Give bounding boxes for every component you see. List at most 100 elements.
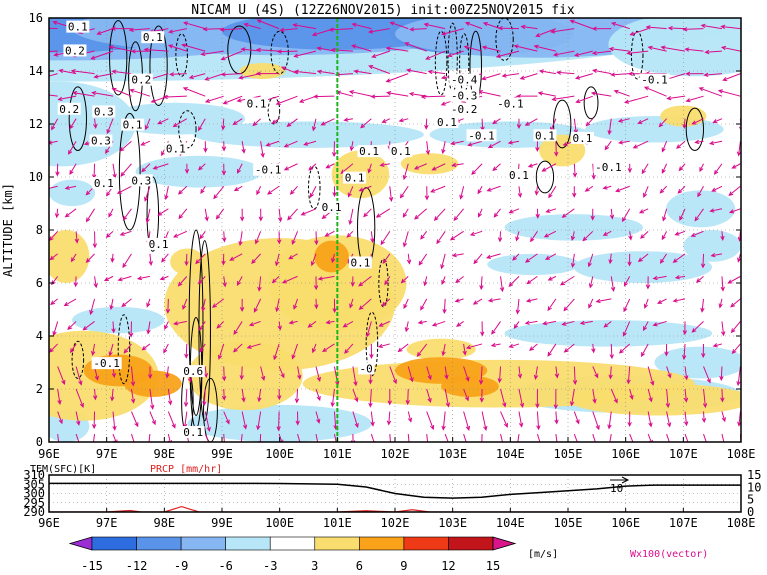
- wind-vector: [709, 208, 723, 213]
- contour-line: [203, 377, 218, 442]
- contour-label: 0.1: [509, 169, 529, 182]
- wind-vector: [481, 434, 483, 442]
- wind-vector: [202, 388, 207, 407]
- wind-vector: [240, 47, 261, 52]
- wind-vector: [685, 95, 704, 103]
- wind-vector: [57, 366, 66, 386]
- wind-vector: [420, 298, 428, 311]
- wind-vector: [213, 185, 225, 200]
- wind-vector: [197, 276, 206, 285]
- contour-line: [109, 20, 128, 96]
- wind-vector: [719, 366, 724, 382]
- wind-vector: [431, 320, 446, 327]
- wind-vector: [497, 366, 502, 384]
- wind-vector: [256, 19, 280, 30]
- wind-vector: [146, 298, 151, 308]
- wind-vector: [69, 343, 77, 354]
- contour-label: 0.6: [183, 365, 203, 378]
- colorbar-tick-label: -6: [218, 559, 232, 573]
- x-tick-label: 97E: [96, 447, 118, 461]
- contour-label: 0.1: [322, 201, 342, 214]
- wind-vector: [516, 93, 538, 99]
- wind-vector: [162, 94, 187, 100]
- wind-vector: [91, 343, 96, 357]
- wind-vector: [591, 26, 612, 31]
- shading-blob: [49, 230, 90, 283]
- contour-label-bg: [358, 362, 375, 375]
- contour-label-bg: [141, 31, 165, 44]
- wind-vector: [579, 320, 593, 326]
- surface-arrow-icon: [610, 476, 630, 484]
- contour-label: -0.1: [93, 357, 120, 370]
- contour-line: [118, 112, 141, 231]
- surface-x-tick-label: 105E: [554, 516, 583, 530]
- contour-label-bg: [348, 256, 372, 269]
- contour-label-bg: [57, 102, 81, 115]
- wind-vector: [721, 321, 726, 337]
- wind-vector: [487, 140, 501, 149]
- wind-vector: [695, 275, 704, 283]
- wind-vector: [720, 231, 725, 241]
- wind-vector: [352, 366, 358, 387]
- contour-label: -0.3: [451, 90, 478, 103]
- contour-label-bg: [92, 176, 116, 189]
- wind-vector: [49, 185, 58, 189]
- wind-vector: [544, 253, 557, 260]
- wind-vector: [661, 141, 668, 153]
- wind-vector: [308, 163, 317, 171]
- wind-vector: [91, 90, 114, 97]
- wind-vector: [144, 118, 151, 131]
- wind-vector: [444, 433, 449, 442]
- wind-vector: [683, 411, 689, 427]
- wind-vector: [233, 321, 243, 335]
- wind-vector: [501, 73, 520, 78]
- wind-vector: [331, 253, 336, 264]
- wind-vector: [219, 27, 243, 32]
- wind-vector: [344, 343, 354, 354]
- wind-vector: [584, 185, 594, 192]
- wind-vector: [665, 388, 671, 409]
- wind-vector: [626, 50, 649, 56]
- wind-vector: [353, 69, 372, 75]
- wind-vector: [423, 276, 428, 287]
- wind-vector: [559, 275, 575, 286]
- wind-vector: [517, 186, 523, 199]
- wind-vector: [587, 253, 594, 268]
- wind-vector: [621, 208, 631, 223]
- colorbar-min-arrow: [68, 536, 93, 551]
- right-axis-label: PRCP [mm/hr]: [150, 464, 222, 475]
- wind-vector: [643, 86, 667, 97]
- wind-vector: [640, 343, 649, 358]
- wind-vector: [221, 366, 227, 382]
- wind-vector: [204, 208, 209, 222]
- wind-vector: [423, 22, 446, 30]
- wind-vector: [169, 72, 187, 77]
- wind-vector: [543, 230, 557, 238]
- wind-vector: [311, 118, 317, 132]
- wind-vector: [683, 388, 689, 403]
- contour-label-bg: [89, 134, 113, 147]
- wind-vector: [255, 71, 280, 76]
- wind-vector: [463, 366, 470, 382]
- wind-vector: [348, 90, 372, 97]
- wind-vector: [294, 388, 300, 404]
- wind-vector: [624, 95, 649, 104]
- wind-vector: [198, 321, 206, 331]
- wind-vector: [314, 298, 319, 310]
- vector-layer: [49, 19, 741, 442]
- wind-vector: [442, 298, 447, 315]
- wind-vector: [492, 118, 501, 125]
- contour-label: 0.1: [94, 177, 114, 190]
- wind-vector: [482, 21, 501, 30]
- surface-x-tick-label: 108E: [727, 516, 756, 530]
- wind-vector: [167, 411, 176, 429]
- wind-vector: [477, 208, 483, 218]
- wind-vector: [647, 411, 653, 428]
- wind-vector: [477, 186, 483, 195]
- wind-vector: [416, 343, 428, 357]
- wind-vector: [623, 298, 631, 313]
- wind-vector: [444, 366, 449, 380]
- wind-vector: [441, 343, 446, 357]
- wind-vector: [293, 50, 317, 58]
- wind-vector: [243, 22, 261, 30]
